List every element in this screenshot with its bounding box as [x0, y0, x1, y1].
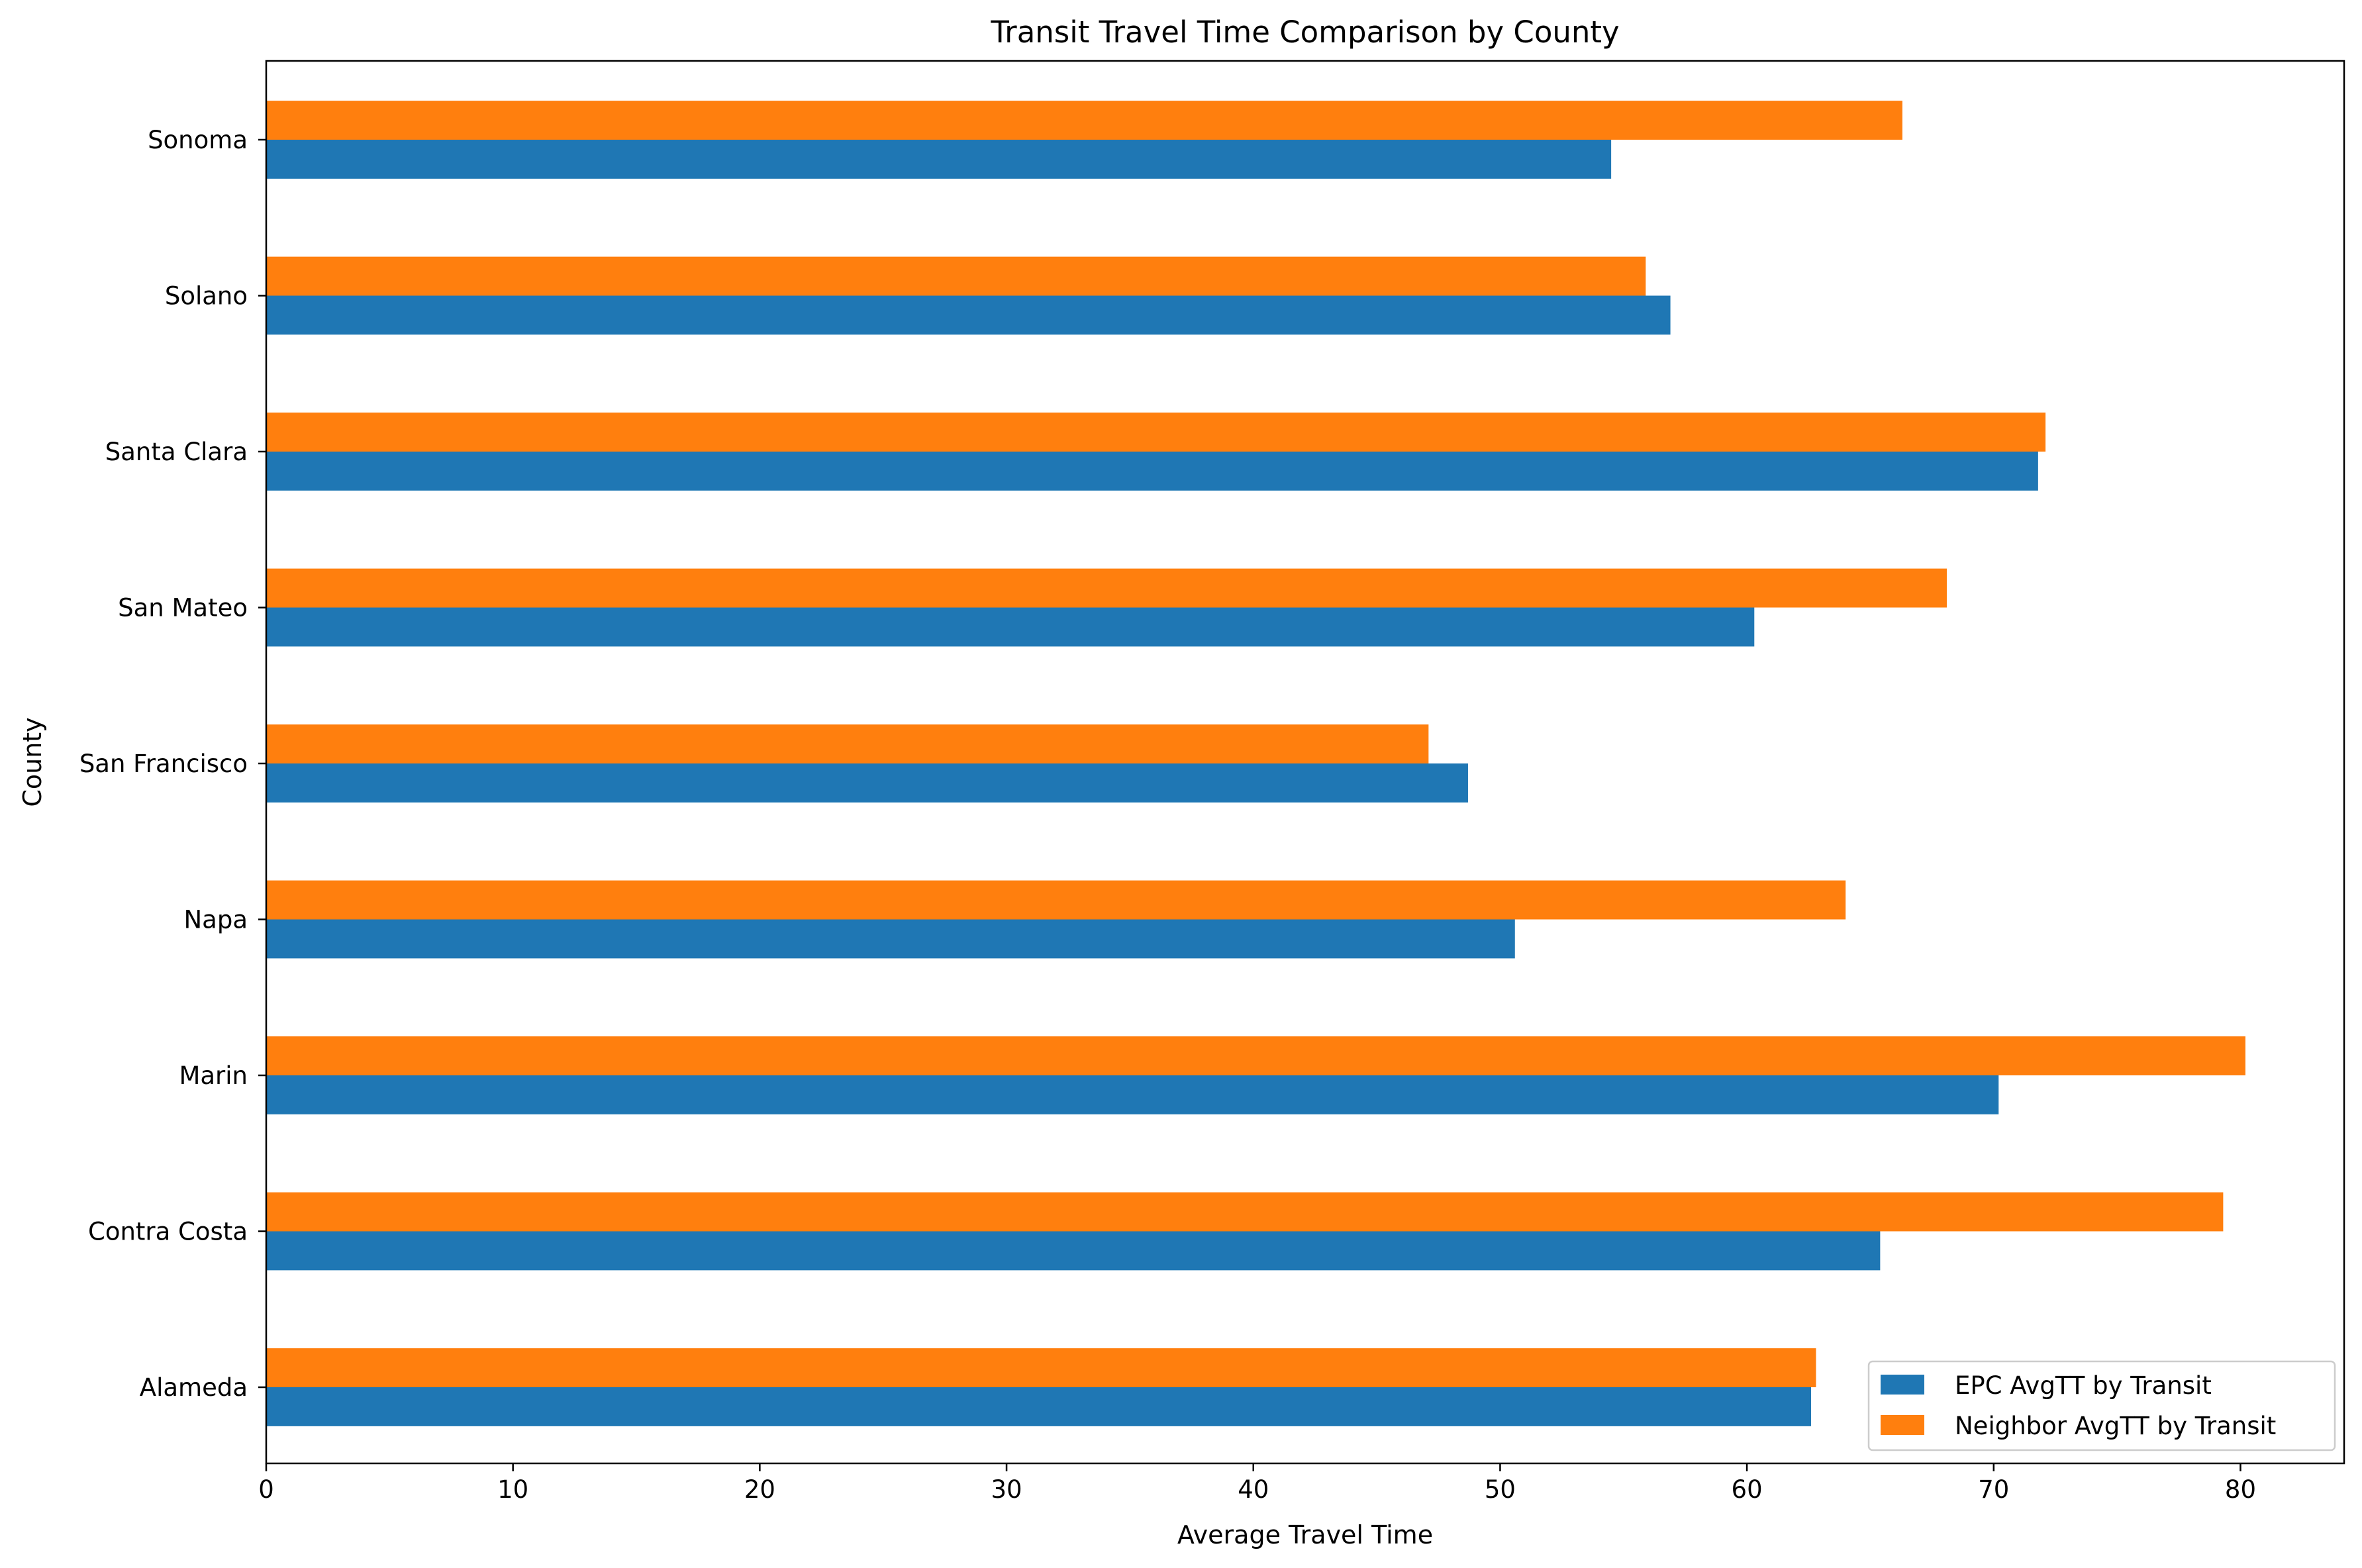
bar-solano-neighbor [266, 256, 1646, 296]
x-tick-label: 30 [991, 1475, 1022, 1504]
legend-label-neighbor: Neighbor AvgTT by Transit [1955, 1412, 2276, 1440]
bars-layer [266, 101, 2245, 1426]
y-tick-label-napa: Napa [183, 906, 248, 934]
bar-san-francisco-neighbor [266, 724, 1429, 763]
bar-san-mateo-epc [266, 607, 1755, 647]
bar-contra-costa-epc [266, 1231, 1881, 1271]
bar-santa-clara-neighbor [266, 413, 2046, 452]
plot-area-frame [265, 60, 2345, 1465]
bar-san-mateo-neighbor [266, 568, 1947, 608]
bar-sonoma-neighbor [266, 101, 1902, 140]
x-tick-label: 80 [2225, 1475, 2256, 1504]
bar-contra-costa-neighbor [266, 1192, 2224, 1232]
x-tick-label: 70 [1978, 1475, 2009, 1504]
bar-alameda-neighbor [266, 1348, 1816, 1387]
bar-sonoma-epc [266, 140, 1612, 179]
y-tick-label-san-mateo: San Mateo [118, 594, 248, 622]
x-axis-label: Average Travel Time [1177, 1520, 1433, 1549]
x-tick-label: 60 [1732, 1475, 1763, 1504]
x-tick-label: 0 [258, 1475, 274, 1504]
y-tick-label-contra-costa: Contra Costa [88, 1218, 248, 1246]
y-tick-label-marin: Marin [179, 1061, 248, 1090]
chart-title: Transit Travel Time Comparison by County [990, 15, 1619, 50]
y-tick-label-alameda: Alameda [140, 1373, 248, 1402]
bar-marin-neighbor [266, 1036, 2245, 1075]
y-axis-ticks: Alameda Contra Costa Marin Napa San Francisc… [79, 126, 266, 1402]
legend: EPC AvgTT by Transit Neighbor AvgTT by T… [1867, 1360, 2336, 1451]
legend-box [1867, 1360, 2336, 1451]
legend-swatch-neighbor [1881, 1415, 1924, 1435]
bar-napa-neighbor [266, 880, 1846, 920]
x-tick-label: 50 [1485, 1475, 1516, 1504]
legend-swatch-epc [1881, 1375, 1924, 1395]
bar-solano-epc [266, 295, 1671, 335]
x-tick-label: 40 [1238, 1475, 1269, 1504]
y-tick-label-santa-clara: Santa Clara [105, 438, 248, 466]
x-tick-label: 20 [744, 1475, 775, 1504]
y-tick-label-sonoma: Sonoma [148, 126, 248, 154]
bar-alameda-epc [266, 1387, 1812, 1426]
x-axis-ticks: 0 10 20 30 40 50 60 70 80 [258, 1463, 2256, 1504]
y-axis-label: County [18, 717, 47, 807]
bar-san-francisco-epc [266, 763, 1468, 803]
x-tick-label: 10 [497, 1475, 528, 1504]
bar-napa-epc [266, 919, 1515, 959]
bar-santa-clara-epc [266, 452, 2038, 491]
y-tick-label-solano: Solano [165, 282, 248, 311]
legend-label-epc: EPC AvgTT by Transit [1955, 1371, 2212, 1400]
bar-marin-epc [266, 1075, 1999, 1114]
y-tick-label-san-francisco: San Francisco [79, 750, 248, 778]
